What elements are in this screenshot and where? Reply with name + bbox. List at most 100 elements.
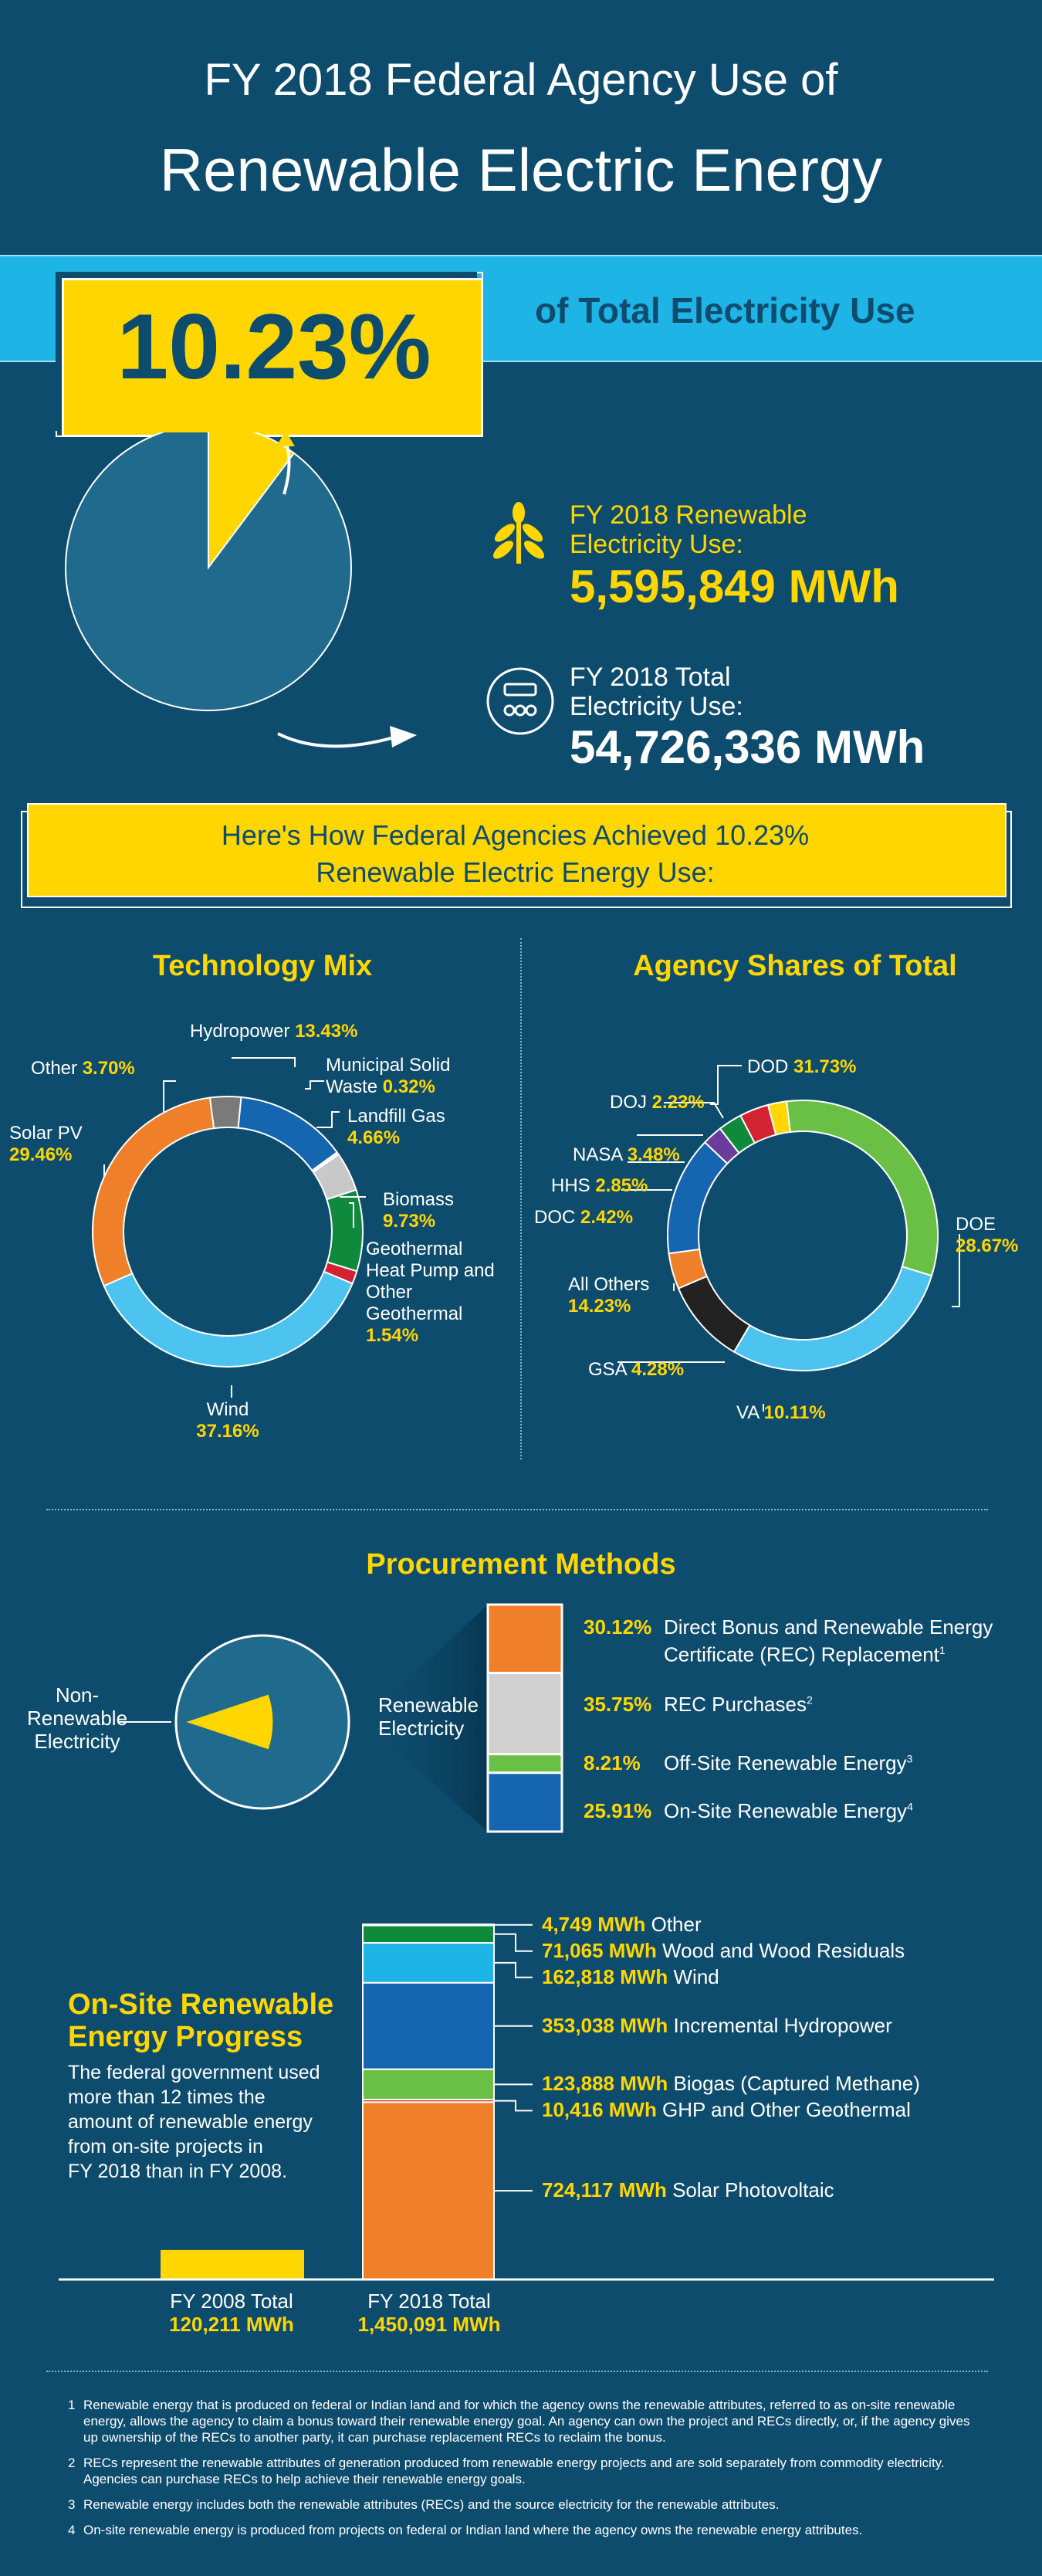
agency-shares-donut xyxy=(617,1065,960,1412)
agency-label-doj-value: 2.23% xyxy=(651,1092,705,1113)
agency-label-doe: DOE 28.67% xyxy=(956,1214,1040,1257)
agency-label-doe-value: 28.67% xyxy=(956,1235,1019,1256)
onsite-leader-wind xyxy=(494,1961,533,1978)
agency-label-va: VA 10.11% xyxy=(736,1402,826,1424)
tech-label-solar-value: 29.46% xyxy=(9,1144,73,1165)
onsite-value-incremental-hydropower: 353,038 MWh xyxy=(542,2013,668,2037)
footnote-ref-1: 1 xyxy=(939,1644,946,1656)
onsite-bar-chart xyxy=(59,1924,994,2281)
footnote-2-text: RECs represent the renewable attributes … xyxy=(83,2456,945,2486)
procurement-graphic xyxy=(117,1603,563,1833)
agency-slice-va xyxy=(677,1275,751,1354)
tech-label-hydropower-name: Hydropower xyxy=(190,1021,290,1042)
tech-label-landfill-value: 4.66% xyxy=(347,1127,401,1148)
tech-label-landfill-name: Landfill Gas xyxy=(347,1106,445,1127)
procurement-renewable-label: Renewable Electricity xyxy=(378,1693,479,1740)
footnote-3-text: Renewable energy includes both the renew… xyxy=(83,2497,780,2512)
procurement-nonrenewable-label: Non- Renewable Electricity xyxy=(26,1683,128,1753)
footnote-3-num: 3 xyxy=(68,2497,76,2512)
agency-label-nasa-value: 3.48% xyxy=(627,1144,680,1165)
procurement-bar-on-site-renewable-energy xyxy=(486,1771,563,1833)
footnote-ref-2: 2 xyxy=(806,1693,813,1707)
tech-mix-title: Technology Mix xyxy=(152,950,373,982)
agency-label-gsa-name: GSA xyxy=(588,1359,627,1380)
tech-label-wind-name: Wind xyxy=(206,1399,249,1420)
onsite-name-biogas-captured-methane: Biogas (Captured Methane) xyxy=(668,2072,920,2096)
tech-label-biomass-value: 9.73% xyxy=(383,1211,436,1232)
procurement-label-direct-bonus: Direct Bonus and Renewable Energy Certif… xyxy=(664,1615,993,1666)
procurement-label-rec-text: REC Purchases xyxy=(664,1693,807,1716)
onsite-name-solar-photovoltaic: Solar Photovoltaic xyxy=(666,2178,834,2202)
tech-label-geothermal-name: Geothermal Heat Pump and Other Geotherma… xyxy=(366,1239,495,1324)
achieve-line1: Here's How Federal Agencies Achieved 10.… xyxy=(221,819,810,851)
onsite-name-ghp-and-other-geothermal: GHP and Other Geothermal xyxy=(656,2098,911,2122)
procurement-label-rec: REC Purchases2 xyxy=(664,1693,813,1717)
tech-label-geothermal: Geothermal Heat Pump and Other Geotherma… xyxy=(366,1239,501,1347)
procurement-label-onsite-text: On-Site Renewable Energy xyxy=(664,1799,908,1822)
tech-label-msw: Municipal Solid Waste 0.32% xyxy=(326,1055,465,1098)
procurement-title: Procurement Methods xyxy=(366,1548,676,1581)
onsite-2018-name: FY 2018 Total xyxy=(367,2290,491,2313)
tech-label-biomass: Biomass 9.73% xyxy=(383,1189,475,1232)
onsite-bar-2018-solar-photovoltaic xyxy=(362,2101,495,2280)
tech-label-other-value: 3.70% xyxy=(82,1058,135,1079)
agency-label-dod-name: DOD xyxy=(747,1056,789,1077)
agency-label-hhs-value: 2.85% xyxy=(595,1175,648,1196)
tech-label-hydropower-value: 13.43% xyxy=(295,1021,358,1042)
section-divider xyxy=(520,938,522,1459)
divider-footnotes xyxy=(46,2371,988,2372)
tech-label-geothermal-value: 1.54% xyxy=(366,1325,419,1346)
total-use-value: 54,726,336 MWh xyxy=(570,721,925,773)
onsite-name-other: Other xyxy=(645,1912,702,1936)
onsite-leader-ghp-and-other-geothermal xyxy=(494,2100,533,2112)
procurement-value-rec: 35.75% xyxy=(584,1693,652,1716)
percent-box xyxy=(62,278,483,437)
agency-label-hhs: HHS 2.85% xyxy=(551,1175,648,1197)
procurement-label-onsite: On-Site Renewable Energy4 xyxy=(664,1799,913,1823)
total-use-label: FY 2018 Total Electricity Use: xyxy=(570,663,743,721)
procurement-value-onsite: 25.91% xyxy=(584,1799,652,1822)
onsite-bar-2018-wind xyxy=(362,1942,495,1984)
procurement-item-offsite: 8.21% xyxy=(584,1751,641,1775)
footnote-3: 3 Renewable energy includes both the rene… xyxy=(68,2496,979,2513)
renewable-use-value: 5,595,849 MWh xyxy=(570,561,899,612)
footnote-2-num: 2 xyxy=(68,2456,76,2470)
onsite-value-wood-and-wood-residuals: 71,065 MWh xyxy=(542,1938,657,1962)
title-line1: FY 2018 Federal Agency Use of xyxy=(204,55,838,105)
procurement-value-direct-bonus: 30.12% xyxy=(584,1615,652,1639)
share-slice-non-renewable xyxy=(65,432,352,711)
procurement-label-offsite-text: Off-Site Renewable Energy xyxy=(664,1751,907,1774)
title-line2: Renewable Electric Energy xyxy=(159,136,883,204)
footnote-4-num: 4 xyxy=(68,2523,76,2537)
agency-label-nasa: NASA 3.48% xyxy=(573,1144,680,1166)
onsite-2008-label: FY 2008 Total 120,211 MWh xyxy=(147,2290,316,2336)
onsite-name-wood-and-wood-residuals: Wood and Wood Residuals xyxy=(656,1938,905,1962)
onsite-name-wind: Wind xyxy=(668,1964,719,1988)
onsite-title: On-Site Renewable Energy Progress xyxy=(68,1988,334,2053)
arrow-right-head xyxy=(390,726,417,747)
achieve-text: Here's How Federal Agencies Achieved 10.… xyxy=(27,817,1003,891)
tech-label-solar-name: Solar PV xyxy=(9,1123,83,1144)
onsite-bar-2018-wood-and-wood-residuals xyxy=(362,1924,495,1944)
agency-label-hhs-name: HHS xyxy=(551,1175,590,1196)
footnote-4: 4 On-site renewable energy is produced fr… xyxy=(68,2522,979,2538)
onsite-value-biogas-captured-methane: 123,888 MWh xyxy=(542,2072,668,2096)
headline-suffix: of Total Electricity Use xyxy=(535,290,915,330)
footnotes: 1 Renewable energy that is produced on fe… xyxy=(68,2397,979,2538)
agency-label-va-name: VA xyxy=(736,1402,759,1423)
meter-icon xyxy=(486,667,554,735)
agency-label-doj-name: DOJ xyxy=(610,1092,647,1113)
agency-label-va-value: 10.11% xyxy=(763,1402,826,1423)
tech-label-msw-value: 0.32% xyxy=(382,1076,435,1097)
agency-label-doj: DOJ 2.23% xyxy=(610,1092,705,1113)
procurement-item-direct-bonus: 30.12% xyxy=(584,1615,651,1639)
agency-label-dod-value: 31.73% xyxy=(793,1056,857,1077)
footnote-1-num: 1 xyxy=(68,2398,76,2412)
onsite-bar-2008 xyxy=(161,2249,304,2279)
procurement-value-offsite: 8.21% xyxy=(584,1751,641,1774)
agency-label-gsa: GSA 4.28% xyxy=(588,1359,684,1381)
tech-label-solar: Solar PV 29.46% xyxy=(9,1123,102,1166)
agency-label-dod: DOD 31.73% xyxy=(747,1056,856,1078)
agency-shares-title: Agency Shares of Total xyxy=(633,950,957,982)
tech-label-other-name: Other xyxy=(31,1058,78,1079)
